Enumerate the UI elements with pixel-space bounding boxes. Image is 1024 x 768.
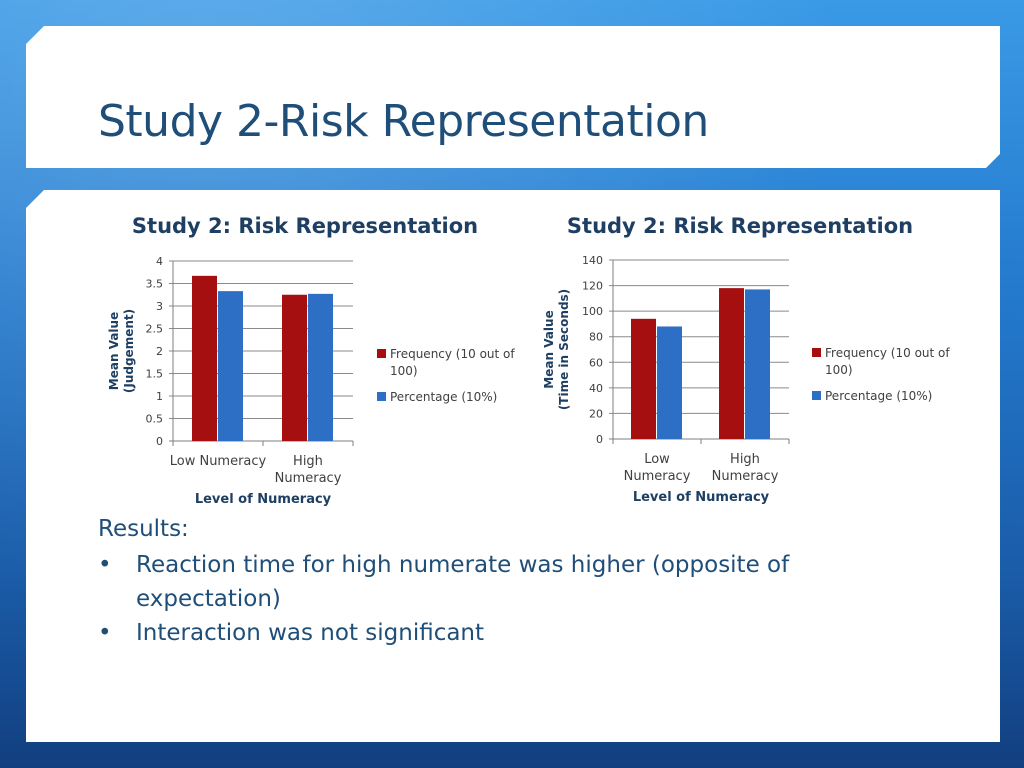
x-category-label: Low Numeracy: [624, 452, 691, 484]
bar-frequency-low-numeracy: [192, 275, 217, 441]
y-axis-title-line: (Time in Seconds): [557, 289, 571, 410]
y-tick-label: 0: [156, 435, 163, 448]
y-tick-label: 2: [156, 345, 163, 358]
results-list: • Reaction time for high numerate was hi…: [98, 548, 898, 650]
y-tick-label: 80: [589, 331, 603, 344]
bar-frequency-high-numeracy: [282, 294, 307, 441]
y-axis-title: Mean Value(Time in Seconds): [542, 289, 571, 410]
result-text: Reaction time for high numerate was high…: [136, 552, 790, 612]
chart-title: Study 2: Risk Representation: [132, 214, 478, 238]
legend-label: Percentage (10%): [825, 389, 932, 403]
result-bullet-1: • Reaction time for high numerate was hi…: [98, 548, 898, 616]
bar-percentage-high-numeracy: [308, 293, 333, 441]
y-axis-title: Mean Value(Judgement): [107, 309, 136, 393]
y-axis-title-line: Mean Value: [542, 310, 556, 388]
y-tick-label: 1.5: [146, 368, 164, 381]
title-panel: [26, 26, 1000, 168]
y-axis-title-line: Mean Value: [107, 312, 121, 390]
y-tick-label: 0.5: [146, 413, 164, 426]
y-tick-label: 2.5: [146, 323, 164, 336]
legend-swatch: [812, 348, 821, 357]
chart-title: Study 2: Risk Representation: [567, 214, 913, 238]
y-tick-label: 120: [582, 280, 603, 293]
y-tick-label: 60: [589, 356, 603, 369]
legend-label: Percentage (10%): [390, 390, 497, 404]
y-tick-label: 4: [156, 255, 163, 268]
chart-reaction-time: Study 2: Risk Representation 0 20 40 60 80 100…: [542, 214, 950, 505]
slide-title: Study 2-Risk Representation: [98, 96, 709, 147]
legend-label: Frequency (10 out of 100): [390, 347, 515, 378]
y-tick-label: 0: [596, 433, 603, 446]
y-tick-label: 3: [156, 300, 163, 313]
x-axis-title: Level of Numeracy: [633, 490, 770, 505]
chart-judgement: Study 2: Risk Representation 0 0.5 1 1.5 2 2.5…: [107, 214, 515, 507]
bullet-marker: •: [98, 620, 112, 646]
bar-frequency-high-numeracy: [719, 288, 744, 439]
y-axis-title-line: (Judgement): [122, 309, 136, 393]
y-tick-label: 3.5: [146, 278, 164, 291]
legend-swatch: [377, 392, 386, 401]
content-panel: [26, 190, 1000, 742]
results-section: Results: • Reaction time for high numera…: [98, 516, 898, 650]
result-bullet-2: • Interaction was not significant: [98, 616, 898, 650]
legend-label: Frequency (10 out of 100): [825, 346, 950, 377]
x-category-label: High Numeracy: [712, 452, 779, 484]
y-tick-label: 1: [156, 390, 163, 403]
bar-frequency-low-numeracy: [631, 318, 656, 439]
x-category-label: High Numeracy: [275, 454, 342, 486]
legend-swatch: [377, 349, 386, 358]
y-tick-label: 20: [589, 407, 603, 420]
results-label: Results:: [98, 516, 189, 542]
y-tick-label: 100: [582, 305, 603, 318]
x-axis-title: Level of Numeracy: [195, 492, 332, 507]
bullet-marker: •: [98, 552, 112, 578]
y-tick-label: 40: [589, 382, 603, 395]
x-category-label: Low Numeracy: [170, 454, 267, 469]
result-text: Interaction was not significant: [136, 620, 485, 646]
y-tick-label: 140: [582, 254, 603, 267]
bar-percentage-low-numeracy: [218, 291, 243, 441]
legend-swatch: [812, 391, 821, 400]
bar-percentage-low-numeracy: [657, 326, 682, 439]
bar-percentage-high-numeracy: [745, 289, 770, 439]
